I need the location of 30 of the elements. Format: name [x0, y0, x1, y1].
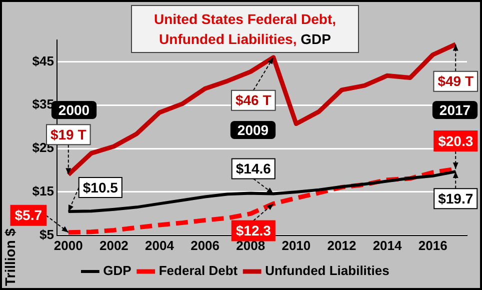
x-tick-label: 2002	[99, 238, 128, 253]
annotation: $46 T	[235, 92, 272, 108]
annotation: $14.6	[236, 160, 272, 177]
x-tick-label: 2014	[372, 238, 403, 253]
title-panel: United States Federal Debt, Unfunded Liabilities, GDP	[131, 5, 359, 53]
x-tick-label: 2000	[54, 238, 83, 253]
y-tick-label: $15	[32, 184, 54, 199]
annotation: $10.5	[82, 179, 118, 196]
annotation: $19 T	[50, 126, 87, 142]
x-tick-label: 2004	[145, 238, 175, 253]
annotation: 2017	[439, 102, 471, 118]
x-tick-label: 2010	[282, 238, 311, 253]
annotation: $49 T	[438, 73, 474, 90]
y-tick-label: $45	[32, 53, 54, 68]
annotation: 2009	[237, 122, 269, 138]
annotation: $5.7	[14, 207, 42, 224]
legend-label: Federal Debt	[158, 263, 238, 278]
x-tick-label: 2012	[327, 238, 356, 253]
x-tick-label: 2016	[418, 238, 448, 253]
legend-label: Unfunded Liabilities	[265, 263, 390, 278]
x-tick-label: 2006	[190, 238, 220, 253]
legend-label: GDP	[103, 263, 132, 278]
y-tick-label: $5	[40, 226, 54, 242]
y-axis-title: Trillion $	[2, 228, 18, 286]
annotation: 2000	[58, 102, 90, 118]
annotation: $20.3	[438, 132, 474, 149]
chart-title: United States Federal Debt, Unfunded Liabilities, GDP	[154, 11, 336, 47]
annotation: $12.3	[236, 222, 272, 239]
annotation: $19.7	[438, 190, 474, 206]
x-tick-label: 2008	[236, 238, 266, 253]
